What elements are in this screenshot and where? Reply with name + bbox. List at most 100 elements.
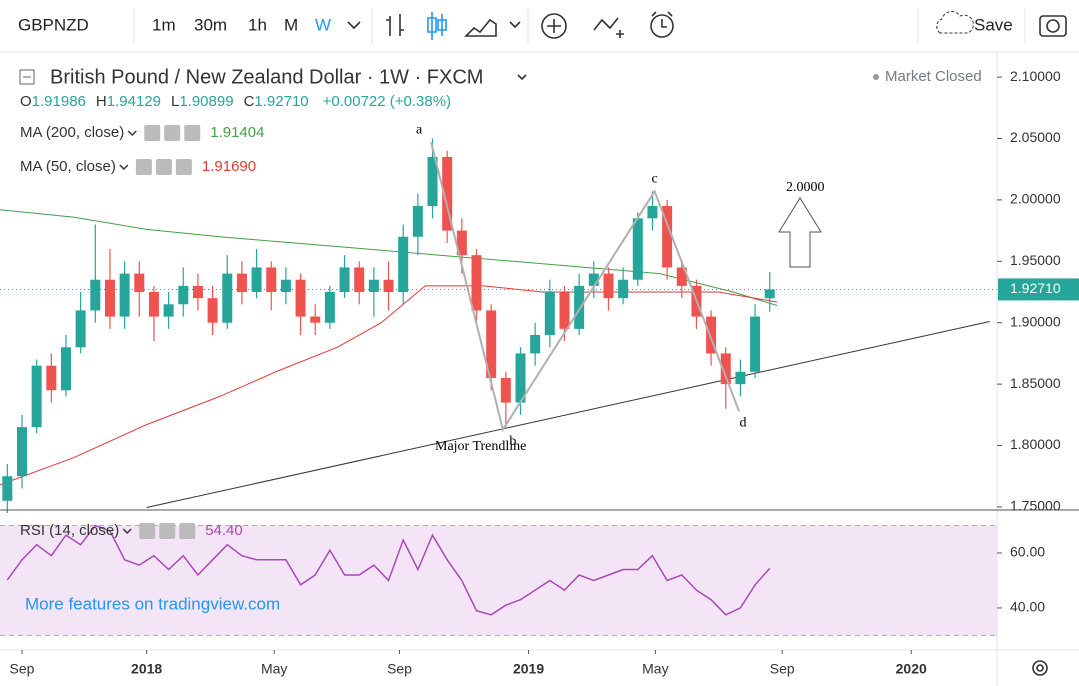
x-tick-label: Sep (770, 661, 795, 677)
y-tick-label: 1.80000 (1010, 436, 1061, 452)
candle-body (280, 279, 291, 293)
dropdown-icon[interactable] (509, 21, 521, 29)
indicators-icon[interactable] (541, 13, 567, 39)
ohlc-key: C (244, 93, 255, 110)
rsi-line (6, 524, 771, 616)
last-price-label: 1.92710 (1010, 280, 1061, 296)
ohlc-value: 1.92710 (254, 93, 308, 110)
indicator-action[interactable] (155, 159, 172, 175)
candle-body (163, 304, 174, 317)
dropdown-icon[interactable] (122, 528, 132, 535)
candle-body (500, 377, 511, 403)
candle-body (192, 285, 203, 299)
x-tick-label: Sep (10, 661, 35, 677)
indicators-icon[interactable] (547, 19, 561, 33)
rsi-tick-label: 40.00 (1010, 599, 1045, 615)
indicator-action[interactable] (159, 523, 176, 539)
indicator-value: 1.91690 (202, 158, 256, 175)
ohlc-value: 1.91986 (32, 93, 86, 110)
candle-body (735, 371, 746, 385)
candle-body (486, 310, 497, 378)
candle-body (368, 279, 379, 293)
candles-icon[interactable] (427, 12, 447, 40)
interval-button[interactable]: 1m (152, 15, 176, 34)
status-dot (873, 74, 879, 80)
candle-body (354, 267, 365, 293)
settings-icon[interactable] (1036, 664, 1044, 672)
bars-icon[interactable] (386, 14, 404, 36)
candle-body (574, 285, 585, 329)
compare-icon[interactable] (593, 17, 624, 38)
alert-icon[interactable] (650, 14, 674, 38)
dropdown-icon[interactable] (517, 74, 527, 81)
last-price-box (998, 278, 1079, 301)
market-status: Market Closed (885, 68, 982, 85)
candle-body (60, 347, 71, 391)
candle-body (295, 279, 306, 317)
interval-button[interactable]: M (284, 15, 298, 34)
dropdown-icon[interactable] (347, 21, 361, 30)
candle-body (236, 273, 247, 293)
candle-body (310, 316, 321, 323)
toolbar (0, 0, 1079, 52)
indicator-name: MA (50, close) (20, 158, 116, 175)
x-tick-label: 2018 (131, 661, 162, 677)
pattern-line (430, 141, 740, 433)
ohlc-key: H (96, 93, 107, 110)
area-icon[interactable] (464, 18, 497, 37)
trendline-label: Major Trendline (435, 439, 526, 454)
candle-body (706, 316, 717, 354)
y-tick-label: 2.10000 (1010, 68, 1061, 84)
plot-area: a b c d Major Trendline (0, 122, 997, 636)
alert-icon[interactable] (651, 11, 673, 28)
rsi-band (0, 525, 997, 636)
indicator-value: 54.40 (205, 522, 243, 539)
candle-body (251, 267, 262, 293)
collapse-icon[interactable] (19, 69, 35, 85)
pattern-label: d (739, 415, 746, 430)
x-tick-label: May (261, 661, 287, 677)
ohlc-key: O (20, 93, 32, 110)
x-tick-label: Sep (387, 661, 412, 677)
y-tick-label: 2.05000 (1010, 129, 1061, 145)
pattern-label: a (416, 122, 423, 137)
interval-button[interactable]: 1h (248, 15, 267, 34)
ohlc-value: 1.94129 (107, 93, 161, 110)
save-button[interactable]: Save (974, 15, 1013, 34)
indicator-action[interactable] (144, 125, 161, 141)
snapshot-icon[interactable] (1046, 19, 1060, 33)
pattern-label: b (509, 434, 516, 449)
candle-body (764, 289, 775, 299)
interval-button[interactable]: W (315, 15, 331, 34)
candle-body (750, 316, 761, 372)
candle-body (662, 206, 673, 268)
settings-icon[interactable] (1032, 660, 1048, 676)
watermark[interactable]: More features on tradingview.com (25, 594, 280, 613)
snapshot-icon[interactable] (1039, 15, 1067, 37)
indicator-action[interactable] (139, 523, 156, 539)
interval-button[interactable]: 30m (194, 15, 227, 34)
candle-body (515, 353, 526, 403)
y-tick-label: 1.90000 (1010, 313, 1061, 329)
candle-body (2, 476, 13, 501)
save-icon[interactable] (936, 11, 974, 34)
candle-body (134, 273, 145, 293)
candle-body (588, 273, 599, 286)
indicator-action[interactable] (135, 159, 152, 175)
symbol-button[interactable]: GBPNZD (18, 15, 89, 34)
target-label: 2.0000 (786, 180, 825, 195)
dropdown-icon[interactable] (119, 164, 129, 171)
candle-body (222, 273, 233, 323)
indicator-action[interactable] (179, 523, 196, 539)
candle-body (339, 267, 350, 293)
price-change: +0.00722 (+0.38%) (323, 93, 451, 110)
indicator-action[interactable] (164, 125, 181, 141)
candle-body (178, 285, 189, 305)
dropdown-icon[interactable] (127, 130, 137, 137)
target-arrow (778, 197, 822, 268)
indicator-action[interactable] (184, 125, 201, 141)
pattern-label: c (652, 172, 658, 187)
candle-body (412, 206, 423, 237)
indicator-name: RSI (14, close) (20, 522, 119, 539)
indicator-action[interactable] (175, 159, 192, 175)
